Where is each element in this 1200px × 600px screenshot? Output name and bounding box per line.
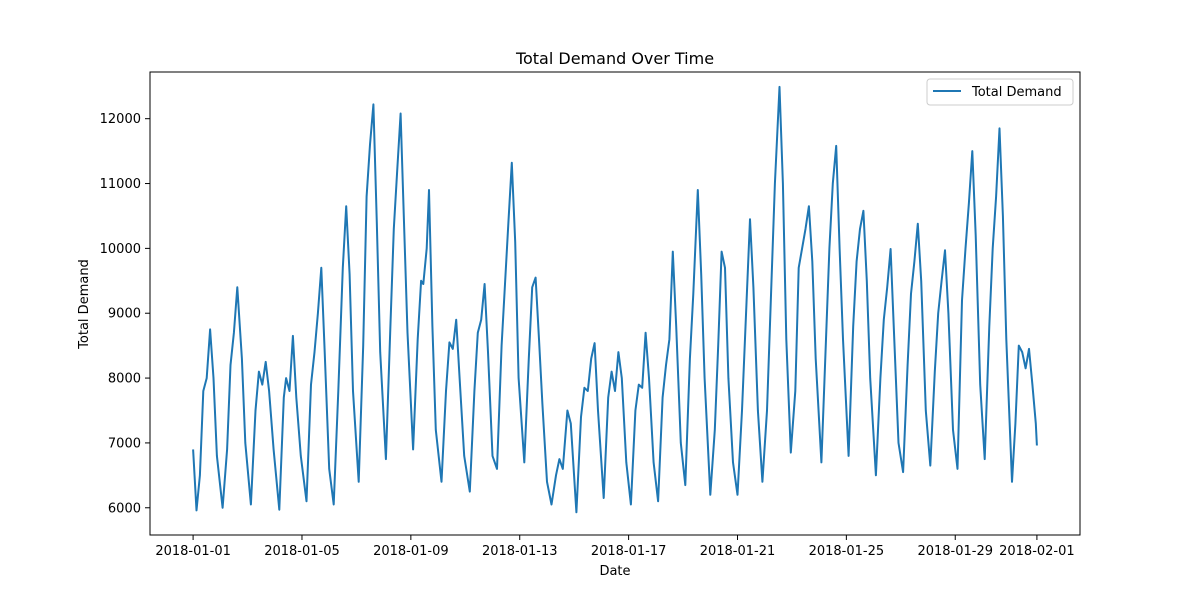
y-tick-label: 10000	[100, 242, 141, 257]
x-tick-label: 2018-01-09	[373, 544, 449, 559]
x-axis: 2018-01-01 2018-01-05 2018-01-09 2018-01-13…	[155, 535, 1075, 559]
x-tick-label: 2018-01-17	[591, 544, 667, 559]
x-tick-label: 2018-01-13	[482, 544, 558, 559]
x-tick-label: 2018-01-01	[155, 544, 231, 559]
legend-box	[926, 78, 1074, 106]
y-axis: 6000 7000 8000 9000 10000 11000 12000	[100, 112, 150, 516]
y-tick-label: 11000	[100, 177, 141, 192]
x-tick-label: 2018-01-25	[809, 544, 885, 559]
x-tick-label: 2018-02-01	[999, 544, 1075, 559]
chart-title: Total Demand Over Time	[515, 49, 714, 68]
legend: Total Demand	[926, 78, 1074, 106]
x-tick-label: 2018-01-21	[700, 544, 776, 559]
x-axis-label: Date	[599, 564, 630, 579]
y-tick-label: 8000	[108, 372, 141, 387]
y-axis-label: Total Demand	[77, 259, 92, 350]
y-tick-label: 9000	[108, 307, 141, 322]
x-tick-label: 2018-01-29	[917, 544, 993, 559]
y-tick-label: 12000	[100, 112, 141, 127]
y-tick-label: 6000	[108, 501, 141, 516]
plot-area	[149, 71, 1081, 536]
plot-frame	[149, 71, 1081, 536]
y-tick-label: 7000	[108, 436, 141, 451]
series-line-total-demand	[192, 85, 1038, 514]
x-tick-label: 2018-01-05	[264, 544, 340, 559]
legend-label-total-demand: Total Demand	[971, 85, 1062, 100]
